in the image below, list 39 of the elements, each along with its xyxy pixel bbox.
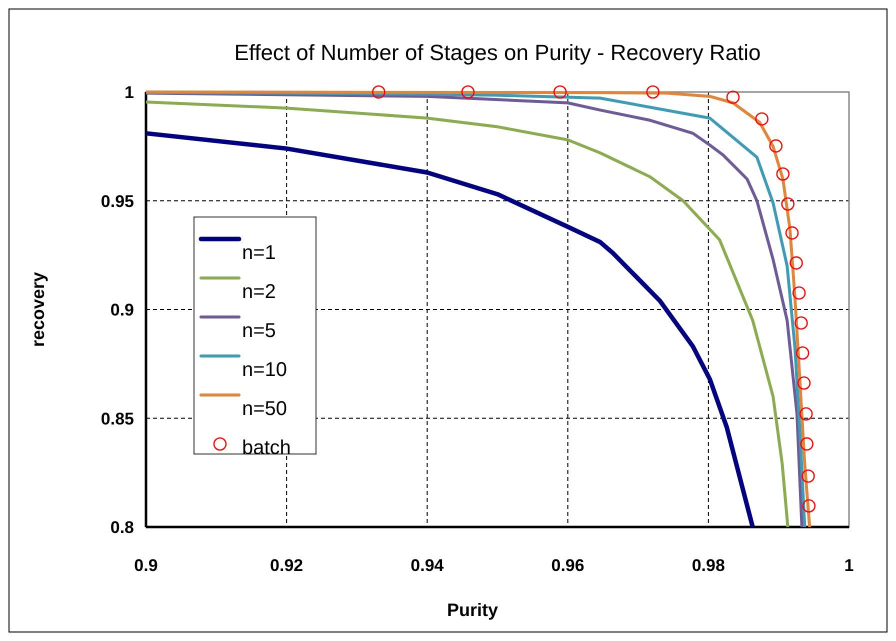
x-axis-title: Purity [446,600,498,620]
legend-label: n=1 [242,242,276,264]
legend-label: n=2 [242,281,276,303]
x-tick-label: 1 [844,556,854,575]
point [796,346,810,360]
point [726,90,740,104]
x-tick-label: 0.9 [134,556,158,575]
y-tick-label: 0.9 [110,300,134,320]
y-tick-label: 0.8 [110,518,134,537]
point [794,316,808,330]
legend-label: batch [242,437,291,459]
x-tick-label: 0.96 [551,556,584,575]
point [553,85,567,99]
point [799,407,813,421]
point [372,85,386,99]
legend-label: n=5 [242,320,276,342]
point [792,286,806,300]
x-tick-label: 0.94 [410,556,444,575]
point [776,167,790,181]
point [781,197,794,211]
point [755,112,768,126]
y-tick-label: 0.95 [100,192,134,211]
x-tick-label: 0.98 [692,556,725,575]
legend-label: n=50 [242,398,288,420]
point [646,85,660,99]
y-tick-label: 1 [124,83,134,102]
point [461,85,475,99]
y-tick-label: 0.85 [100,409,134,428]
chart-title: Effect of Number of Stages on Purity - Recovery Ratio [234,40,761,65]
x-tick-label: 0.92 [270,556,304,575]
y-axis-title: recovery [28,272,48,348]
point [785,226,799,240]
point [802,469,815,483]
point [790,256,803,270]
point [797,376,811,390]
point [769,139,783,153]
legend-label: n=10 [242,359,288,381]
point [800,437,814,451]
point [802,499,816,513]
